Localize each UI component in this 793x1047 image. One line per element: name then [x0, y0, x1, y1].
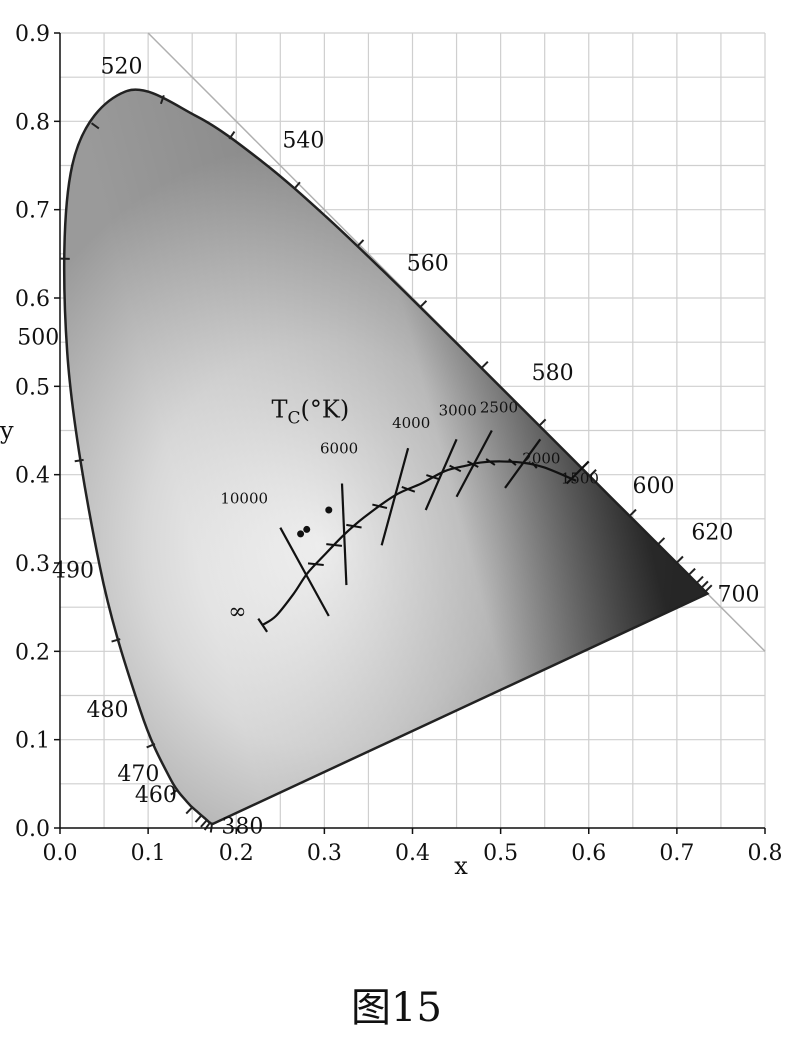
x-tick-label: 0.8 — [748, 841, 783, 866]
wavelength-label: 700 — [717, 583, 759, 608]
temperature-value-label: 4000 — [392, 414, 430, 432]
temperature-value-label: 2000 — [522, 449, 560, 467]
wavelength-label: 620 — [691, 521, 733, 546]
spectral-locus-ticks — [60, 94, 713, 833]
temperature-value-label: 2500 — [480, 399, 518, 417]
locus-tick — [356, 239, 365, 248]
temperature-label: TC(°K) — [272, 395, 350, 428]
planckian-tick — [307, 562, 324, 566]
y-axis-title: y — [0, 417, 14, 445]
x-tick-label: 0.3 — [307, 841, 342, 866]
x-tick-label: 0.0 — [43, 841, 78, 866]
data-point — [303, 525, 311, 533]
x-tick-label: 0.5 — [483, 841, 518, 866]
planckian-tick — [531, 461, 538, 469]
planckian-ticks — [307, 458, 538, 566]
x-tick-label: 0.1 — [131, 841, 166, 866]
locus-tick — [688, 567, 696, 576]
y-tick-label: 0.9 — [15, 22, 50, 47]
locus-tick — [74, 458, 84, 463]
wavelength-label: 520 — [100, 54, 142, 79]
locus-tick — [293, 181, 301, 190]
data-point — [297, 530, 305, 538]
y-tick-label: 0.5 — [15, 375, 50, 400]
isotemperature-line — [257, 618, 269, 633]
isotemperature-line — [279, 527, 330, 617]
cie-chromaticity-chart: 380460470480490500520540560580600620700 … — [0, 22, 783, 880]
locus-tick — [111, 638, 121, 643]
isotemperature-line — [424, 438, 458, 511]
isotemperature-line — [340, 483, 348, 586]
isotemperature-line — [380, 447, 410, 546]
locus-tick — [628, 508, 637, 517]
locus-tick — [90, 122, 100, 130]
x-axis-title: x — [454, 852, 468, 880]
planckian-tick — [508, 458, 517, 466]
x-tick-label: 0.6 — [571, 841, 606, 866]
locus-tick — [657, 537, 666, 546]
wavelength-label: 480 — [86, 698, 128, 723]
y-tick-label: 0.1 — [15, 729, 50, 754]
y-tick-label: 0.6 — [15, 287, 50, 312]
locus-tick — [194, 814, 203, 823]
locus-tick — [589, 469, 597, 477]
data-point — [325, 506, 333, 514]
figure-caption: 图15 — [351, 985, 442, 1031]
locus-tick — [159, 94, 165, 105]
locus-tick — [146, 742, 156, 749]
x-tick-label: 0.4 — [395, 841, 430, 866]
locus-tick — [675, 555, 684, 564]
locus-tick — [200, 819, 208, 828]
isotemperature-line — [565, 460, 590, 485]
temperature-value-label: 6000 — [320, 440, 358, 458]
wavelength-label: 380 — [221, 815, 263, 840]
y-tick-label: 0.2 — [15, 640, 50, 665]
planckian-tick — [326, 543, 343, 547]
wavelength-label: 540 — [282, 129, 324, 154]
y-tick-label: 0.0 — [15, 817, 50, 842]
y-tick-label: 0.8 — [15, 110, 50, 135]
axes: 0.0 0.1 0.2 0.3 0.4 0.5 0.6 0.7 0.8 0.0 0.1 0.2 0.3 0… — [15, 22, 783, 866]
locus-tick — [185, 806, 194, 815]
planckian-tick — [372, 503, 388, 509]
locus-tick — [704, 584, 713, 593]
temperature-value-label: 1500 — [561, 469, 599, 487]
locus-tick — [538, 418, 547, 427]
locus-tick — [170, 788, 179, 796]
y-tick-label: 0.7 — [15, 199, 50, 224]
locus-tick — [695, 575, 704, 584]
wavelength-label: 560 — [407, 251, 449, 276]
wavelength-label: 580 — [532, 361, 574, 386]
x-tick-label: 0.2 — [219, 841, 254, 866]
locus-tick — [203, 822, 211, 831]
y-tick-label: 0.3 — [15, 552, 50, 577]
x-tick-label: 0.7 — [659, 841, 694, 866]
y-tick-label: 0.4 — [15, 464, 50, 489]
wavelength-label: 460 — [135, 783, 177, 808]
locus-tick — [700, 580, 709, 589]
temperature-value-label: 10000 — [220, 490, 268, 508]
isotemperature-line — [504, 438, 542, 489]
planckian-tick — [449, 464, 462, 473]
wavelength-label: 470 — [117, 762, 159, 787]
temperature-value-label: ∞ — [228, 600, 246, 625]
planckian-tick — [426, 474, 441, 481]
temperature-value-label: 3000 — [439, 401, 477, 419]
locus-tick — [480, 361, 489, 369]
locus-tick — [228, 130, 236, 140]
wavelength-label: 600 — [633, 474, 675, 499]
wavelength-label: 500 — [17, 325, 59, 350]
isotemperature-line — [455, 429, 493, 498]
planckian-tick — [346, 523, 362, 529]
wavelength-label: 490 — [52, 558, 94, 583]
planckian-tick — [401, 486, 416, 493]
locus-tick — [419, 300, 428, 308]
data-points — [297, 506, 333, 538]
chromaticity-shading — [64, 89, 708, 824]
planckian-tick — [485, 458, 496, 466]
